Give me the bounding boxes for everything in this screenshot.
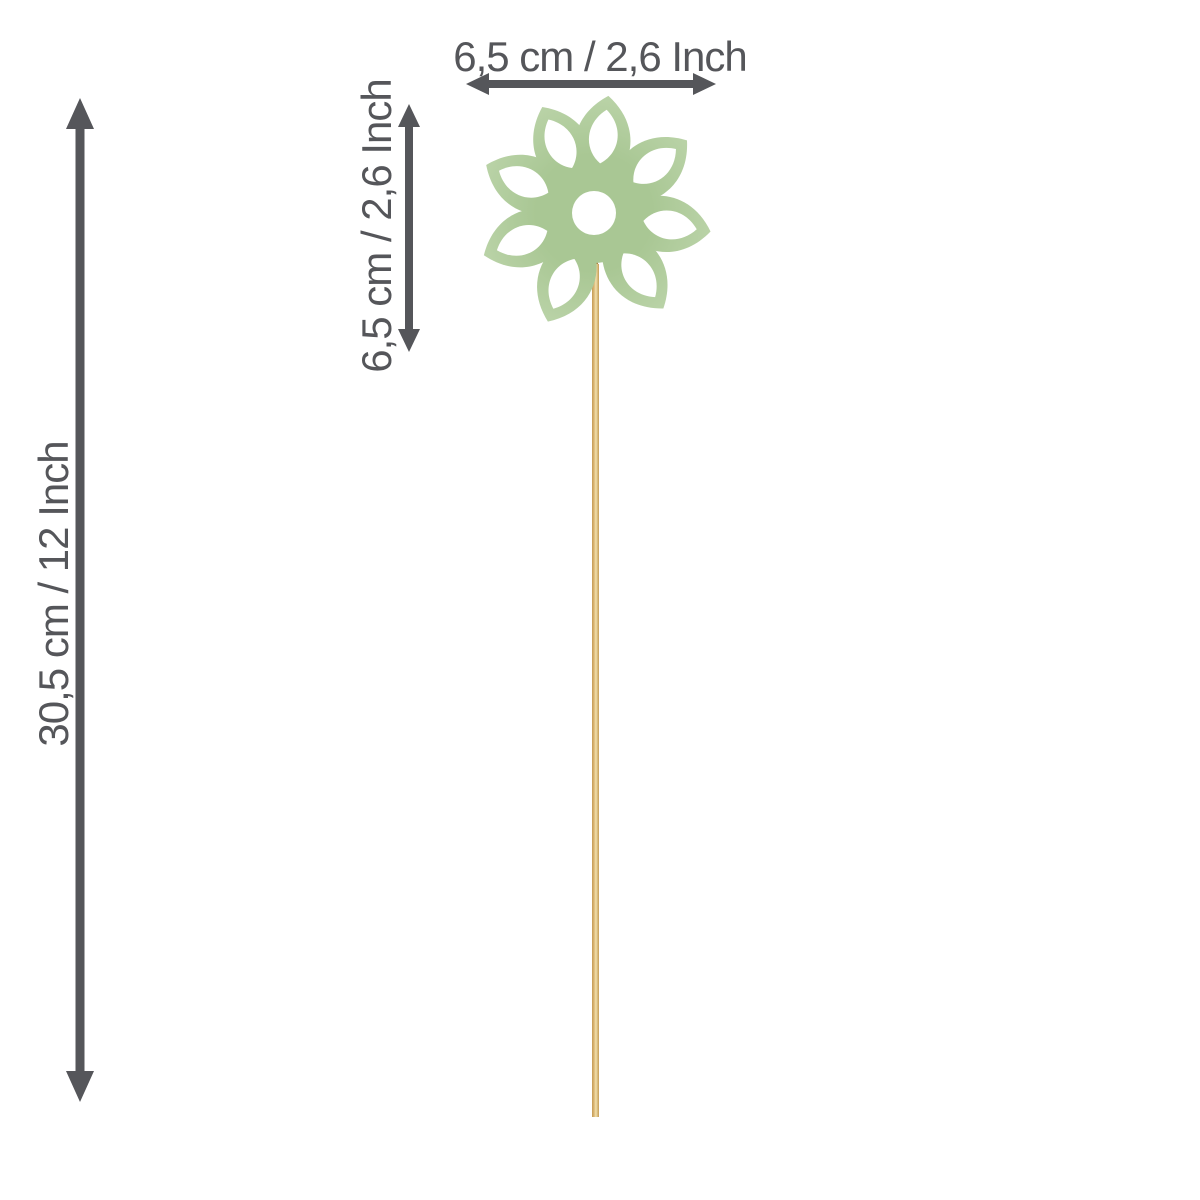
width-arrow [466,73,716,95]
flower-center-hole [572,191,616,235]
width-label: 6,5 cm / 2,6 Inch [453,33,747,80]
stick [592,252,599,1117]
flower-petal-cutouts [491,108,699,315]
height-label: 6,5 cm / 2,6 Inch [353,79,400,373]
length-label: 30,5 cm / 12 Inch [30,441,77,746]
length-arrow [66,98,94,1102]
height-arrow [398,104,420,352]
flower-head [473,92,715,333]
